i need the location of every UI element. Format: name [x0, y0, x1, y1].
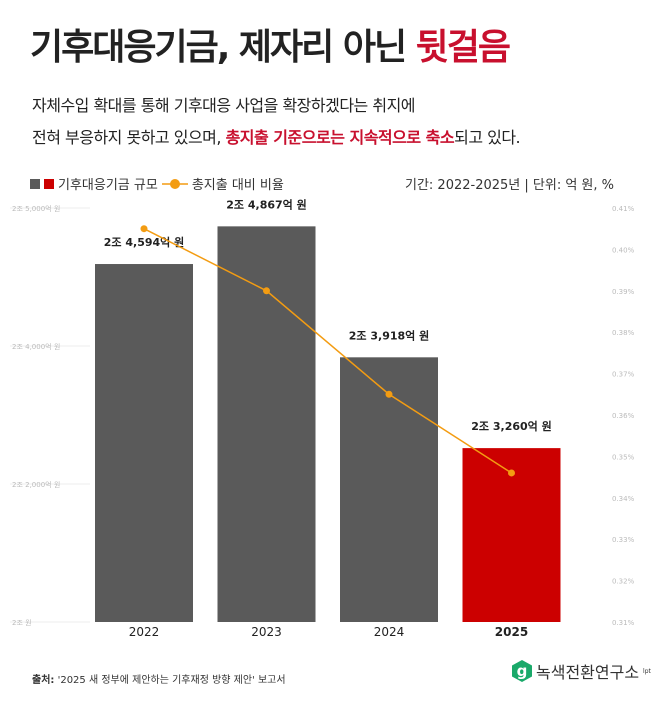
left-axis-tick: 2조 원	[12, 618, 32, 627]
ratio-point-2024	[385, 390, 393, 398]
legend-bar-label: 기후대응기금 규모	[58, 178, 158, 193]
logo-mark-icon: g	[512, 660, 532, 682]
bar-value-label: 2조 3,918억 원	[349, 328, 429, 342]
source-note: 출처: '2025 새 정부에 제안하는 기후재정 방향 제안' 보고서	[32, 671, 286, 686]
right-axis-tick: 0.32%	[612, 578, 635, 586]
x-axis-tick: 2022	[129, 625, 160, 639]
subtitle-highlight: 총지출 기준으로는 지속적으로 축소	[225, 128, 455, 147]
title-text: 기후대응기금, 제자리 아닌	[30, 27, 416, 68]
right-axis-tick: 0.37%	[612, 371, 635, 379]
subtitle-line-2: 전혀 부응하지 못하고 있으며, 총지출 기준으로는 지속적으로 축소되고 있다…	[32, 124, 521, 148]
bar-2023	[217, 226, 316, 622]
x-axis-tick: 2024	[374, 625, 405, 639]
legend-swatch-red	[44, 178, 54, 189]
right-axis-tick: 0.39%	[612, 288, 635, 296]
bar-value-label: 2조 4,867억 원	[226, 197, 306, 211]
right-axis-tick: 0.41%	[612, 205, 635, 213]
ratio-point-2023	[263, 287, 270, 295]
right-axis-tick: 0.31%	[612, 619, 635, 627]
logo: g 녹색전환연구소 lpt	[512, 659, 651, 683]
logo-name: 녹색전환연구소	[536, 663, 640, 682]
x-axis-tick: 2023	[251, 625, 282, 639]
source-label: 출처:	[32, 675, 55, 686]
bar-2025	[462, 448, 561, 622]
left-axis-tick: 2조 2,000억 원	[12, 480, 60, 489]
legend-swatch-gray	[30, 178, 40, 189]
bar-2022	[95, 264, 193, 622]
period-unit-note: 기간: 2022-2025년 | 단위: 억 원, %	[405, 178, 614, 193]
right-axis-tick: 0.33%	[612, 536, 635, 544]
left-axis-tick: 2조 5,000억 원	[12, 204, 60, 213]
logo-sup: lpt	[643, 667, 651, 675]
right-axis-tick: 0.35%	[612, 453, 635, 461]
title-highlight: 뒷걸음	[415, 27, 511, 68]
subtitle-text: 전혀 부응하지 못하고 있으며,	[32, 128, 226, 147]
ratio-point-2022	[140, 225, 148, 233]
legend: 기후대응기금 규모 총지출 대비 비율	[30, 174, 284, 193]
x-axis-tick: 2025	[495, 625, 528, 639]
left-axis-tick: 2조 4,000억 원	[12, 342, 60, 351]
bar-value-label: 2조 4,594억 원	[104, 235, 184, 249]
right-axis-tick: 0.38%	[612, 329, 635, 337]
legend-line-label: 총지출 대비 비율	[191, 178, 284, 193]
right-axis-tick: 0.34%	[612, 495, 635, 503]
ratio-line	[143, 228, 512, 474]
right-axis-tick: 0.36%	[612, 412, 635, 420]
subtitle-text: 되고 있다.	[454, 128, 521, 147]
right-axis-tick: 0.40%	[612, 246, 635, 254]
page-title: 기후대응기금, 제자리 아닌 뒷걸음	[30, 18, 511, 70]
source-text: '2025 새 정부에 제안하는 기후재정 방향 제안' 보고서	[54, 675, 286, 686]
bar-2024	[340, 357, 438, 622]
subtitle-line-1: 자체수입 확대를 통해 기후대응 사업을 확장하겠다는 취지에	[32, 96, 416, 115]
legend-line-marker-icon	[161, 178, 188, 189]
bar-value-label: 2조 3,260억 원	[471, 419, 551, 433]
ratio-point-2025	[508, 469, 515, 477]
